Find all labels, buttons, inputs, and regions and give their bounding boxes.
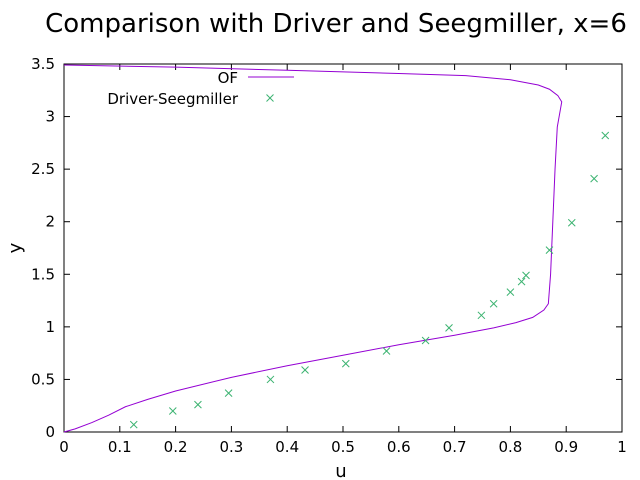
- x-axis-label: u: [335, 461, 346, 480]
- x-axis-ticks: 0 0.1 0.2 0.3 0.4 0.5 0.6 0.7 0.8 0.9 1: [59, 64, 627, 456]
- y-tick-label: 3: [45, 108, 55, 126]
- data-point-driver-seegmiller: [477, 311, 486, 320]
- y-axis-ticks: 0 0.5 1 1.5 2 2.5 3 3.5: [31, 55, 622, 441]
- data-point-driver-seegmiller: [445, 324, 453, 332]
- y-tick-label: 1: [45, 318, 55, 336]
- x-tick-label: 0.8: [498, 438, 522, 456]
- data-point-driver-seegmiller: [421, 336, 430, 345]
- y-tick-label: 0: [45, 423, 55, 441]
- y-tick-label: 1.5: [31, 265, 55, 283]
- data-point-driver-seegmiller: [517, 277, 526, 286]
- data-point-driver-seegmiller: [601, 131, 610, 140]
- data-point-driver-seegmiller: [341, 359, 350, 368]
- x-tick-label: 0.9: [554, 438, 578, 456]
- data-point-driver-seegmiller: [129, 420, 138, 429]
- x-tick-label: 0.1: [108, 438, 132, 456]
- x-tick-label: 0.4: [275, 438, 299, 456]
- legend-label-driver-seegmiller: Driver-Seegmiller: [107, 90, 238, 108]
- data-point-driver-seegmiller: [168, 407, 177, 415]
- data-point-driver-seegmiller: [522, 271, 530, 280]
- y-tick-label: 3.5: [31, 55, 55, 73]
- legend-swatch-driver-seegmiller: [266, 94, 274, 102]
- data-point-driver-seegmiller: [301, 366, 309, 374]
- plot-frame: [63, 63, 623, 433]
- data-point-driver-seegmiller: [224, 389, 233, 397]
- data-point-driver-seegmiller: [489, 299, 498, 308]
- data-point-driver-seegmiller: [545, 246, 554, 254]
- legend: OF Driver-Seegmiller: [107, 69, 294, 108]
- y-tick-label: 0.5: [31, 370, 55, 388]
- x-tick-label: 0.3: [219, 438, 243, 456]
- data-point-driver-seegmiller: [590, 174, 598, 183]
- series-line-of: [63, 64, 563, 433]
- data-point-driver-seegmiller: [194, 400, 202, 409]
- data-point-driver-seegmiller: [382, 347, 391, 355]
- data-point-driver-seegmiller: [266, 375, 275, 384]
- x-tick-label: 0.7: [443, 438, 467, 456]
- y-axis-label: y: [5, 242, 26, 253]
- x-tick-label: 0.6: [387, 438, 411, 456]
- y-tick-label: 2: [45, 213, 55, 231]
- series-layer: [63, 64, 610, 433]
- chart-title: Comparison with Driver and Seegmiller, x…: [45, 9, 627, 39]
- legend-label-of: OF: [218, 69, 238, 87]
- x-tick-label: 0.2: [164, 438, 188, 456]
- y-tick-label: 2.5: [31, 160, 55, 178]
- x-tick-label: 0: [59, 438, 69, 456]
- data-point-driver-seegmiller: [567, 218, 576, 227]
- x-tick-label: 0.5: [331, 438, 355, 456]
- data-point-driver-seegmiller: [506, 288, 515, 297]
- x-tick-label: 1: [617, 438, 627, 456]
